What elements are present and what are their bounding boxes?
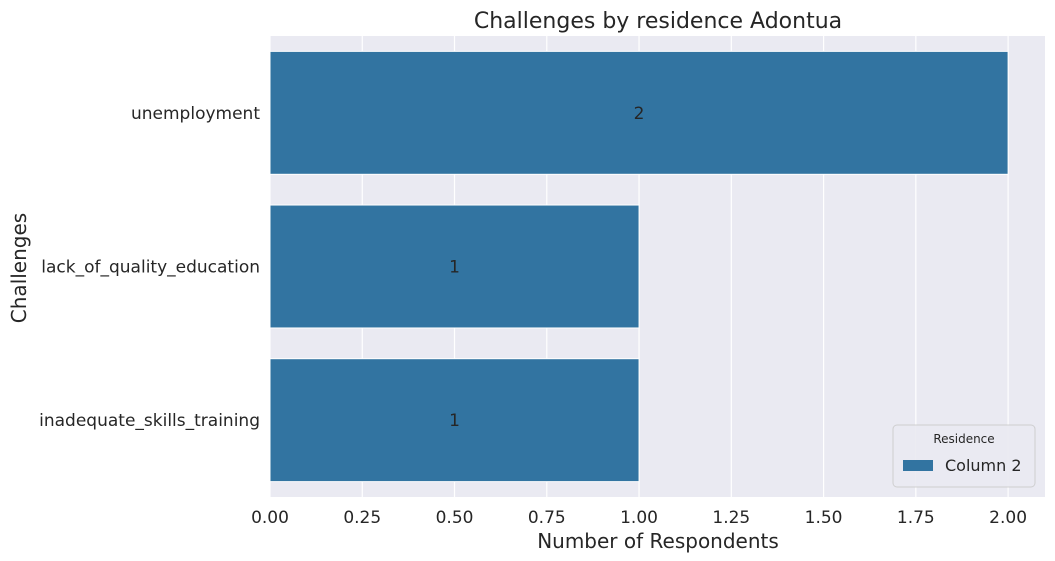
data-label: 2	[634, 104, 645, 124]
legend: Residence Column 2	[892, 424, 1036, 488]
x-tick-label: 1.50	[805, 508, 843, 528]
x-tick-label: 1.25	[712, 508, 750, 528]
legend-title: Residence	[933, 432, 994, 446]
x-tick-label: 1.75	[897, 508, 935, 528]
legend-entry: Column 2	[945, 456, 1022, 475]
plot-area: 0.00 0.25 0.50 0.75 1.00 1.25 1.50 1.75 2.00 unem…	[39, 36, 1045, 528]
legend-swatch	[903, 460, 933, 471]
bar-lack_of_quality_education	[269, 204, 640, 329]
x-tick-label: 0.00	[251, 508, 289, 528]
x-tick-label: 0.25	[343, 508, 381, 528]
bar-unemployment	[269, 50, 1009, 175]
x-tick-label: 1.00	[620, 508, 658, 528]
x-tick-label: 0.75	[528, 508, 566, 528]
x-axis-label: Number of Respondents	[537, 529, 779, 553]
chart-title: Challenges by residence Adontua	[474, 9, 842, 34]
data-label: 1	[449, 258, 460, 278]
bar-inadequate_skills_training	[269, 358, 640, 483]
y-axis-label: Challenges	[7, 213, 31, 323]
y-tick-label: inadequate_skills_training	[39, 411, 260, 431]
y-tick-label: unemployment	[131, 104, 260, 124]
x-tick-label: 0.50	[436, 508, 474, 528]
legend-box	[892, 424, 1036, 488]
x-tick-label: 2.00	[989, 508, 1027, 528]
y-tick-label: lack_of_quality_education	[41, 258, 260, 278]
data-label: 1	[449, 411, 460, 431]
